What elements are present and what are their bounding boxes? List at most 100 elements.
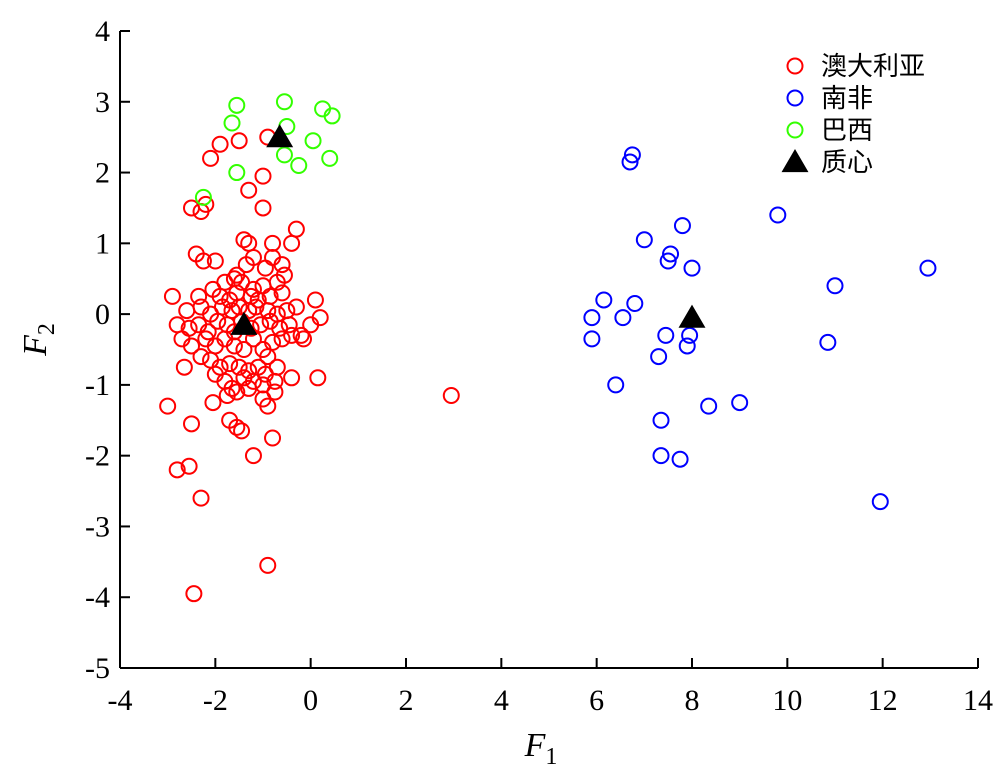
- y-axis-title-sub: 2: [34, 323, 60, 335]
- data-point: [183, 337, 200, 355]
- data-point: [306, 291, 324, 309]
- data-point: [240, 181, 258, 199]
- data-point: [292, 326, 310, 344]
- legend-label: 质心: [821, 148, 873, 178]
- legend-label: 巴西: [821, 116, 873, 146]
- data-point: [700, 397, 718, 415]
- data-point: [233, 422, 251, 440]
- data-point: [256, 259, 274, 277]
- data-point: [819, 333, 837, 351]
- data-point: [652, 411, 670, 429]
- data-point: [230, 358, 248, 376]
- series-3: [230, 124, 706, 335]
- data-point: [264, 234, 282, 252]
- x-axis-title-main: F: [524, 727, 547, 764]
- data-point: [202, 149, 220, 167]
- data-point: [244, 280, 262, 298]
- y-tick-label: 4: [95, 15, 110, 48]
- data-point: [223, 114, 241, 132]
- data-point: [264, 429, 282, 447]
- data-point: [671, 450, 689, 468]
- data-point: [309, 369, 327, 387]
- data-point: [235, 341, 253, 358]
- data-point: [273, 284, 291, 302]
- data-point: [209, 312, 227, 330]
- centroid-point: [230, 311, 258, 335]
- x-tick-label: 6: [589, 684, 604, 717]
- data-point: [211, 135, 229, 153]
- data-point: [442, 387, 460, 405]
- data-point: [659, 252, 677, 270]
- legend-marker: [781, 149, 809, 173]
- data-point: [275, 93, 293, 111]
- legend-label: 澳大利亚: [821, 52, 925, 82]
- data-point: [221, 355, 239, 373]
- x-axis-title-sub: 1: [545, 744, 557, 770]
- x-tick-label: -2: [203, 684, 228, 717]
- data-point: [230, 132, 248, 150]
- data-point: [218, 387, 236, 405]
- data-point: [228, 96, 246, 114]
- legend-label: 南非: [821, 84, 873, 114]
- series-0: [159, 128, 460, 603]
- x-tick-label: 8: [685, 684, 700, 717]
- data-point: [662, 245, 680, 263]
- data-point: [283, 326, 301, 344]
- data-point: [163, 287, 181, 305]
- data-point: [228, 383, 246, 401]
- data-point: [283, 369, 301, 387]
- data-point: [168, 461, 186, 479]
- data-point: [194, 252, 212, 270]
- data-point: [254, 167, 272, 185]
- data-point: [769, 206, 787, 224]
- data-point: [183, 199, 200, 217]
- series-2: [194, 93, 341, 206]
- data-point: [621, 153, 639, 171]
- data-point: [206, 252, 224, 270]
- data-point: [681, 326, 699, 344]
- data-point: [919, 259, 937, 277]
- data-point: [235, 231, 253, 249]
- legend-marker: [786, 121, 804, 139]
- data-point: [273, 330, 291, 348]
- data-point: [237, 256, 255, 274]
- data-point: [235, 369, 253, 387]
- data-point: [194, 188, 212, 206]
- data-point: [244, 447, 262, 465]
- data-point: [266, 372, 284, 390]
- data-point: [249, 291, 267, 309]
- y-axis-title-main: F: [17, 334, 54, 357]
- x-tick-label: 14: [963, 684, 993, 717]
- data-point: [657, 326, 675, 344]
- data-point: [175, 358, 193, 376]
- data-point: [199, 323, 217, 341]
- data-point: [254, 199, 272, 217]
- data-point: [180, 457, 198, 475]
- y-tick-label: -3: [85, 510, 110, 543]
- data-point: [295, 330, 313, 348]
- y-tick-label: -2: [85, 440, 110, 473]
- data-point: [650, 348, 668, 366]
- data-point: [259, 556, 277, 574]
- data-point: [652, 447, 670, 465]
- x-tick-label: -4: [108, 684, 133, 717]
- y-tick-label: 0: [95, 298, 110, 331]
- x-tick-label: 2: [399, 684, 414, 717]
- y-tick-label: 2: [95, 157, 110, 190]
- data-point: [247, 298, 265, 316]
- centroid-point: [678, 304, 706, 328]
- data-point: [635, 231, 653, 249]
- plot-area: [159, 93, 937, 603]
- data-point: [607, 376, 625, 394]
- x-axis-title: F1: [524, 727, 558, 770]
- y-tick-label: -5: [85, 652, 110, 685]
- y-axis-title: F2: [17, 323, 60, 357]
- data-point: [626, 294, 644, 312]
- data-point: [178, 302, 196, 320]
- data-point: [278, 302, 296, 320]
- data-point: [614, 309, 632, 327]
- data-point: [280, 316, 298, 334]
